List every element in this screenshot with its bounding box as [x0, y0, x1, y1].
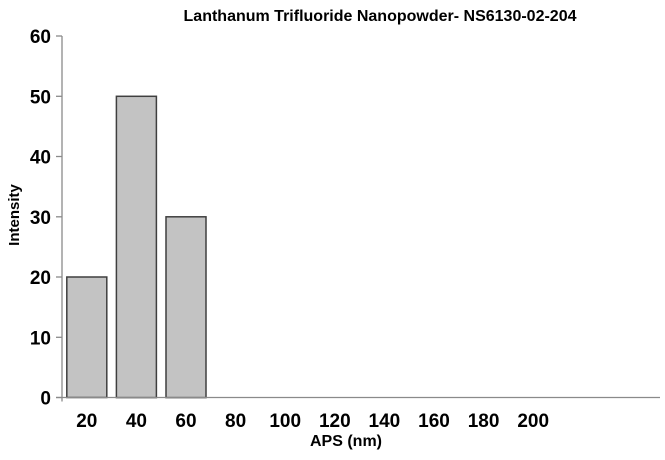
y-tick-label: 30 [30, 208, 51, 229]
y-tick-label: 20 [30, 268, 51, 289]
y-tick-label: 40 [30, 148, 51, 169]
x-axis-title: APS (nm) [310, 433, 382, 450]
x-tick-label: 200 [517, 411, 549, 432]
y-tick-label: 50 [30, 87, 51, 108]
x-tick-label: 20 [76, 411, 97, 432]
bar-60 [165, 216, 207, 399]
x-tick-label: 40 [126, 411, 147, 432]
x-tick-label: 140 [369, 411, 401, 432]
y-tick-label: 0 [40, 389, 51, 410]
bar-20 [66, 276, 108, 399]
x-tick-label: 100 [269, 411, 301, 432]
x-tick-label: 60 [175, 411, 196, 432]
x-tick-label: 80 [225, 411, 246, 432]
bar-40 [115, 95, 158, 399]
chart-title: Lanthanum Trifluoride Nanopowder- NS6130… [183, 8, 577, 25]
x-tick-label: 120 [319, 411, 351, 432]
y-tick-label: 60 [30, 27, 51, 48]
x-tick-label: 180 [468, 411, 500, 432]
y-tick-label: 10 [30, 328, 51, 349]
x-tick-label: 160 [418, 411, 450, 432]
